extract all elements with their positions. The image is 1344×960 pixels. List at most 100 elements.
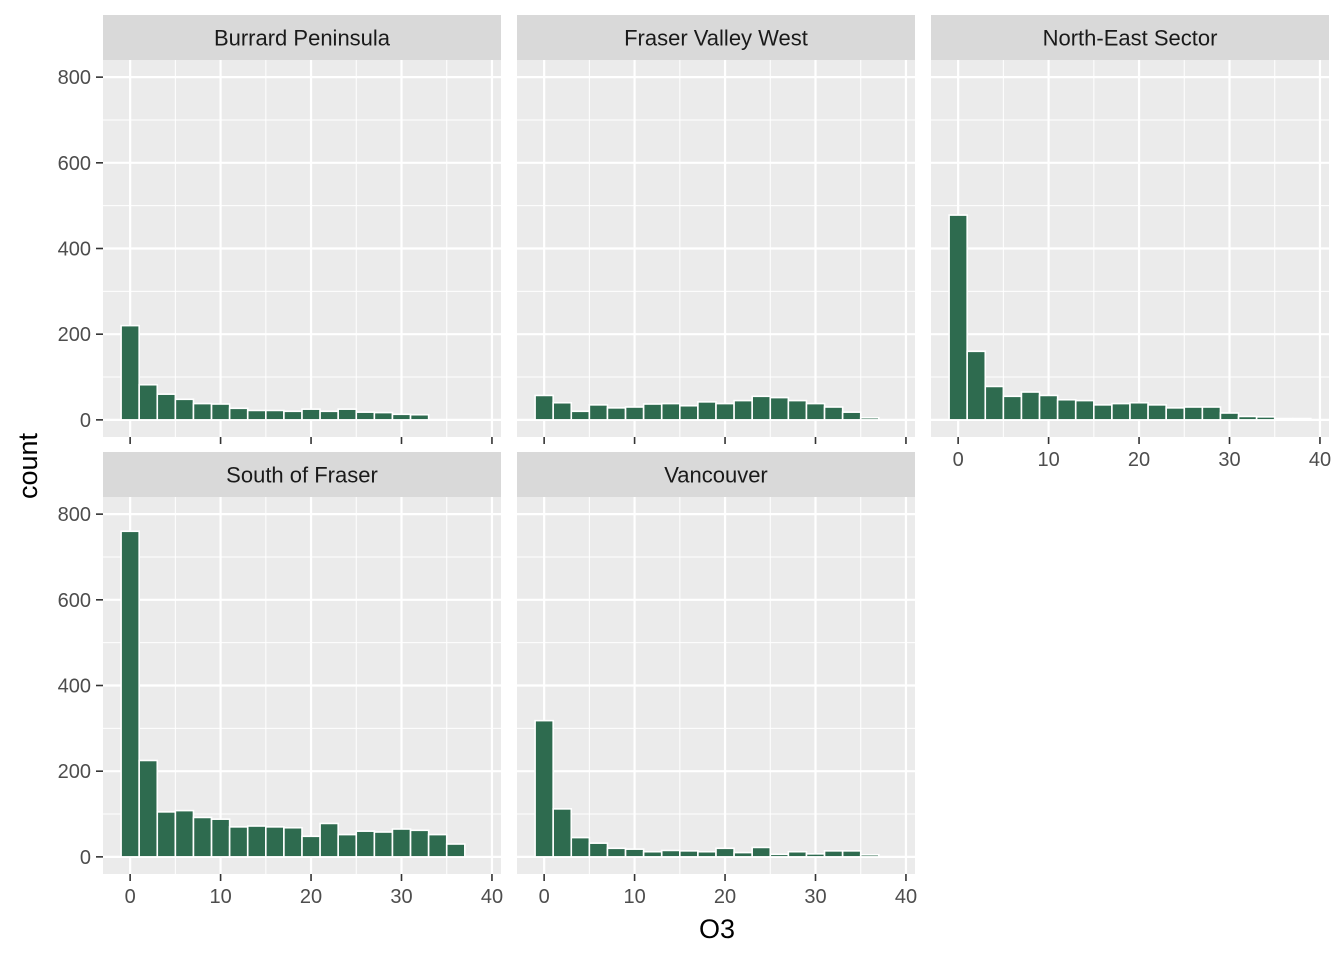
y-tick-label: 400 xyxy=(58,239,91,261)
histogram-bar xyxy=(156,393,177,421)
histogram-bar xyxy=(715,847,735,858)
facet-label: Vancouver xyxy=(664,463,768,488)
histogram-bar xyxy=(409,829,430,858)
histogram-bar xyxy=(606,847,627,858)
histogram-bar xyxy=(1147,404,1167,421)
histogram-bar xyxy=(265,826,285,858)
histogram-bar xyxy=(660,849,681,858)
histogram-bar xyxy=(534,719,554,858)
facet-strip xyxy=(517,15,915,60)
facet-strip xyxy=(931,15,1329,60)
y-tick-label: 0 xyxy=(80,847,91,869)
histogram-bar xyxy=(570,410,591,421)
facet-panel-1: Fraser Valley West xyxy=(517,15,915,444)
histogram-bar xyxy=(246,825,267,858)
histogram-bar xyxy=(1093,404,1113,421)
y-tick-label: 800 xyxy=(58,504,91,526)
facet-strip xyxy=(103,452,501,497)
histogram-bar xyxy=(624,848,645,858)
x-tick-label: 10 xyxy=(209,886,231,908)
histogram-bar xyxy=(283,410,303,421)
histogram-bar xyxy=(283,826,303,858)
x-tick-label: 20 xyxy=(1128,449,1150,471)
y-tick-label: 600 xyxy=(58,153,91,175)
histogram-bar xyxy=(192,816,213,858)
histogram-bar xyxy=(823,406,844,421)
histogram-bar xyxy=(210,403,231,421)
histogram-bar xyxy=(210,818,231,858)
histogram-bar xyxy=(805,853,826,858)
histogram-bar xyxy=(391,828,412,858)
y-tick-label: 400 xyxy=(58,676,91,698)
histogram-bar xyxy=(409,413,430,421)
histogram-bar xyxy=(1273,417,1294,421)
histogram-bar xyxy=(588,404,609,421)
histogram-bar xyxy=(1129,401,1149,421)
histogram-bar xyxy=(1219,412,1240,421)
x-tick-label: 10 xyxy=(1037,449,1059,471)
histogram-bar xyxy=(1292,417,1312,421)
histogram-bar xyxy=(948,214,968,421)
histogram-bar xyxy=(1056,398,1077,421)
histogram-bar xyxy=(427,833,448,858)
histogram-bar xyxy=(319,410,339,421)
facet-label: Burrard Peninsula xyxy=(214,26,391,51)
histogram-bar xyxy=(751,846,772,858)
histogram-bar xyxy=(859,853,880,858)
histogram-bar xyxy=(373,411,394,421)
histogram-bar xyxy=(624,406,645,421)
histogram-bar xyxy=(445,843,466,858)
histogram-bar xyxy=(138,383,159,421)
histogram-bar xyxy=(246,409,267,421)
y-tick-label: 800 xyxy=(58,67,91,89)
histogram-bar xyxy=(337,833,358,858)
histogram-bar xyxy=(552,808,573,858)
histogram-bar xyxy=(1111,402,1131,421)
histogram-bar xyxy=(823,850,844,858)
histogram-bar xyxy=(805,402,826,421)
y-axis-title: count xyxy=(13,432,43,499)
histogram-bar xyxy=(534,394,554,421)
histogram-bar xyxy=(1255,416,1276,421)
histogram-bar xyxy=(1237,415,1258,421)
histogram-bar xyxy=(1165,407,1186,421)
histogram-bar xyxy=(120,324,140,421)
facet-panel-4: Vancouver 0 10 20 30 40 xyxy=(517,452,917,908)
histogram-bar xyxy=(751,395,772,421)
histogram-bar xyxy=(642,403,663,421)
histogram-bar xyxy=(679,850,699,858)
histogram-bar xyxy=(570,836,591,858)
x-tick-label: 40 xyxy=(1309,449,1331,471)
histogram-bar xyxy=(787,399,808,421)
histogram-bar xyxy=(697,850,717,858)
x-tick-label: 20 xyxy=(714,886,736,908)
histogram-bar xyxy=(642,850,663,858)
histogram-bar xyxy=(373,831,394,858)
histogram-bar xyxy=(1201,406,1222,421)
histogram-bar xyxy=(606,407,627,421)
histogram-bar xyxy=(841,411,862,421)
histogram-bar xyxy=(552,401,573,421)
x-tick-label: 10 xyxy=(623,886,645,908)
histogram-bar xyxy=(301,408,321,421)
x-tick-label: 0 xyxy=(539,886,550,908)
facet-strip xyxy=(103,15,501,60)
facet-panel-0: Burrard Peninsula 0 200 400 600 800 xyxy=(58,15,501,444)
histogram-bar xyxy=(174,398,195,421)
y-tick-label: 600 xyxy=(58,590,91,612)
histogram-bar xyxy=(733,851,753,858)
histogram-bar xyxy=(319,822,339,858)
facet-panel-3: South of Fraser 0 200 400 600 800 0 10 20 30 40 xyxy=(58,452,503,908)
facet-strip xyxy=(517,452,915,497)
histogram-bar xyxy=(138,759,159,858)
histogram-bar xyxy=(391,413,412,421)
histogram-bar xyxy=(156,811,177,858)
histogram-bar xyxy=(1020,391,1041,421)
x-tick-label: 30 xyxy=(1218,449,1240,471)
histogram-bar xyxy=(192,402,213,421)
y-tick-label: 200 xyxy=(58,324,91,346)
x-tick-label: 30 xyxy=(390,886,412,908)
histogram-bar xyxy=(679,404,699,421)
histogram-bar xyxy=(588,842,609,858)
